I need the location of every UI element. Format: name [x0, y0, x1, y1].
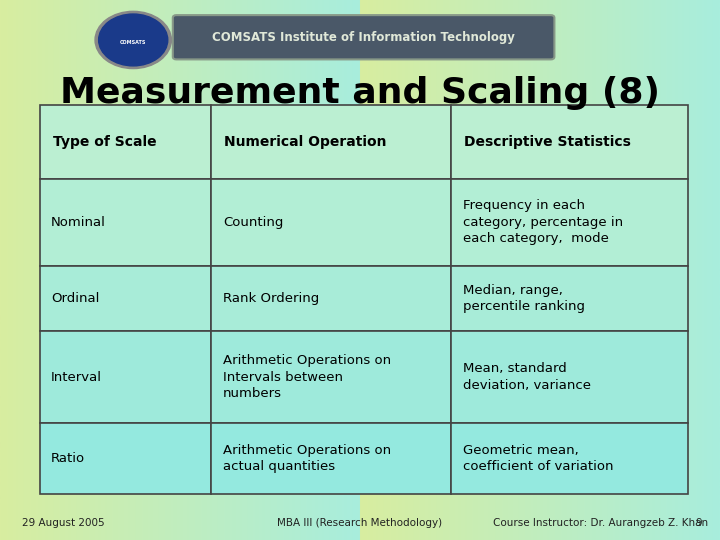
Text: Descriptive Statistics: Descriptive Statistics [464, 135, 631, 149]
Bar [40, 105, 212, 179]
Text: Geometric mean,
coefficient of variation: Geometric mean, coefficient of variation [462, 444, 613, 473]
Text: Nominal: Nominal [51, 216, 106, 229]
Text: Arithmetic Operations on
actual quantities: Arithmetic Operations on actual quantiti… [223, 444, 391, 473]
Text: Rank Ordering: Rank Ordering [223, 292, 319, 305]
Text: COMSATS Institute of Information Technology: COMSATS Institute of Information Technol… [212, 31, 515, 44]
Bar [451, 331, 688, 423]
Text: Numerical Operation: Numerical Operation [225, 135, 387, 149]
Text: Ratio: Ratio [51, 452, 85, 465]
Bar [212, 266, 451, 331]
Text: Counting: Counting [223, 216, 283, 229]
Bar [212, 105, 451, 179]
Bar [40, 331, 212, 423]
Circle shape [95, 11, 171, 69]
Bar [451, 266, 688, 331]
Bar [451, 179, 688, 266]
Text: Mean, standard
deviation, variance: Mean, standard deviation, variance [462, 362, 590, 392]
Bar [212, 179, 451, 266]
Text: Interval: Interval [51, 370, 102, 383]
Text: Course Instructor: Dr. Aurangzeb Z. Khan: Course Instructor: Dr. Aurangzeb Z. Khan [493, 518, 708, 528]
Bar [212, 423, 451, 494]
Text: Type of Scale: Type of Scale [53, 135, 156, 149]
FancyBboxPatch shape [173, 15, 554, 59]
Text: Arithmetic Operations on
Intervals between
numbers: Arithmetic Operations on Intervals betwe… [223, 354, 391, 400]
Text: Measurement and Scaling (8): Measurement and Scaling (8) [60, 76, 660, 110]
Text: Median, range,
percentile ranking: Median, range, percentile ranking [462, 284, 585, 313]
Text: Frequency in each
category, percentage in
each category,  mode: Frequency in each category, percentage i… [462, 199, 623, 245]
Circle shape [99, 14, 168, 66]
Text: Ordinal: Ordinal [51, 292, 99, 305]
Text: 9: 9 [696, 518, 702, 528]
Bar [40, 179, 212, 266]
Text: 29 August 2005: 29 August 2005 [22, 518, 104, 528]
Bar [451, 423, 688, 494]
Text: COMSATS: COMSATS [120, 40, 146, 45]
Bar [40, 266, 212, 331]
Text: MBA III (Research Methodology): MBA III (Research Methodology) [277, 518, 443, 528]
Bar [212, 331, 451, 423]
Bar [40, 423, 212, 494]
Bar [451, 105, 688, 179]
